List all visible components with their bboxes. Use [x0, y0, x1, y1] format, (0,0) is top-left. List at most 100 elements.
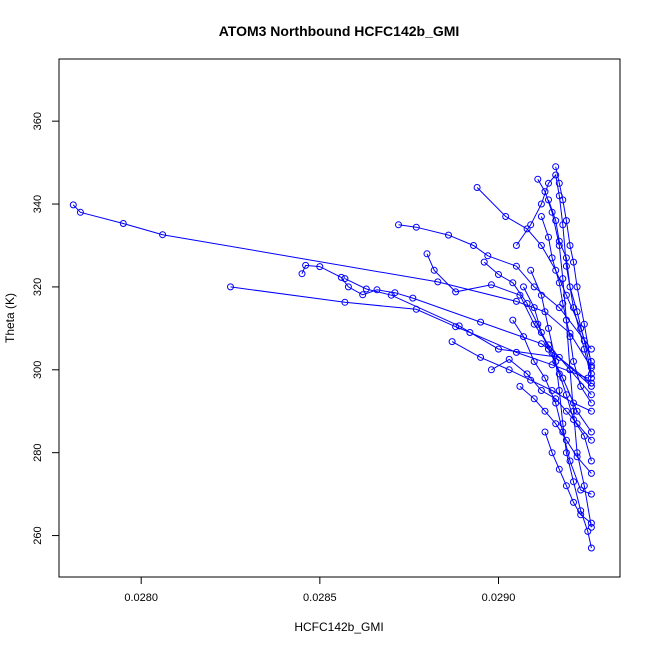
data-point	[587, 399, 595, 407]
series-line	[230, 286, 588, 379]
data-point	[337, 273, 345, 281]
data-point	[587, 428, 595, 436]
data-point	[516, 382, 524, 390]
data-point	[552, 395, 560, 403]
data-point	[587, 382, 595, 390]
data-point	[580, 337, 588, 345]
data-point	[541, 308, 549, 316]
data-point	[530, 320, 538, 328]
data-point	[555, 237, 563, 245]
data-point	[505, 355, 513, 363]
data-point	[559, 196, 567, 204]
data-point	[541, 407, 549, 415]
data-point	[341, 275, 349, 283]
data-point	[412, 223, 420, 231]
data-point	[562, 291, 570, 299]
data-point	[587, 490, 595, 498]
data-point	[577, 507, 585, 515]
data-point	[552, 420, 560, 428]
series-line	[544, 431, 592, 524]
data-point	[537, 213, 545, 220]
data-point	[505, 366, 513, 374]
series-line	[519, 386, 592, 474]
data-point	[562, 254, 570, 262]
data-point	[545, 324, 552, 332]
data-point	[477, 353, 485, 361]
data-point	[473, 184, 481, 191]
data-point	[530, 283, 538, 291]
series-flight-track-17	[537, 213, 595, 407]
data-point	[159, 231, 167, 239]
data-point	[587, 374, 595, 382]
y-axis: 260 280 300 320 340 360	[32, 112, 59, 545]
series-flight-track-10	[512, 171, 595, 382]
series-line	[72, 204, 592, 368]
data-point	[537, 387, 545, 394]
data-point	[434, 278, 442, 286]
data-point	[555, 353, 563, 361]
data-point	[559, 300, 567, 307]
series-line	[398, 224, 592, 350]
data-point	[448, 338, 456, 346]
data-point	[455, 322, 463, 330]
data-point	[566, 242, 574, 249]
series-line	[301, 264, 592, 384]
series-line	[512, 319, 592, 495]
series-flight-track-13	[527, 266, 595, 552]
data-point	[587, 362, 595, 370]
data-point	[523, 370, 531, 378]
data-point	[555, 465, 563, 473]
plot-frame	[58, 58, 621, 578]
data-point	[477, 318, 485, 326]
data-point	[373, 286, 381, 294]
y-axis-label: Theta (K)	[3, 293, 17, 343]
data-point	[548, 449, 556, 457]
data-point	[298, 270, 306, 278]
data-series-group	[69, 163, 595, 552]
data-point	[548, 349, 556, 357]
data-point	[587, 523, 595, 531]
data-point	[530, 304, 538, 312]
data-point	[523, 300, 531, 307]
data-point	[562, 391, 570, 399]
data-point	[76, 208, 84, 216]
data-point	[537, 340, 545, 348]
data-point	[573, 420, 581, 428]
data-point	[559, 420, 567, 428]
data-point	[555, 304, 563, 312]
y-tick-label: 280	[32, 444, 44, 462]
data-point	[452, 323, 460, 331]
data-point	[559, 275, 567, 283]
data-point	[359, 291, 367, 299]
data-point	[562, 449, 570, 457]
data-point	[530, 395, 538, 403]
y-tick-label: 320	[32, 278, 44, 296]
data-point	[527, 266, 535, 274]
data-point	[541, 188, 549, 196]
data-point	[523, 225, 531, 233]
data-point	[527, 376, 535, 384]
data-point	[587, 544, 595, 552]
series-flight-track-14	[509, 316, 595, 498]
x-tick-label: 0.0290	[482, 592, 516, 604]
data-point	[69, 201, 77, 209]
data-point	[562, 217, 570, 225]
data-point	[537, 242, 545, 249]
x-axis-label: HCFC142b_GMI	[294, 620, 383, 634]
data-point	[520, 333, 527, 341]
data-point	[573, 308, 581, 316]
data-point	[470, 242, 477, 249]
data-point	[530, 358, 538, 365]
data-point	[545, 233, 552, 241]
data-point	[552, 171, 560, 179]
data-point	[445, 231, 452, 239]
data-point	[395, 221, 402, 229]
data-point	[587, 519, 595, 527]
data-point	[509, 279, 517, 287]
data-point	[587, 370, 595, 378]
series-flight-track-3	[298, 261, 595, 387]
data-point	[487, 281, 495, 289]
data-point	[580, 320, 588, 328]
